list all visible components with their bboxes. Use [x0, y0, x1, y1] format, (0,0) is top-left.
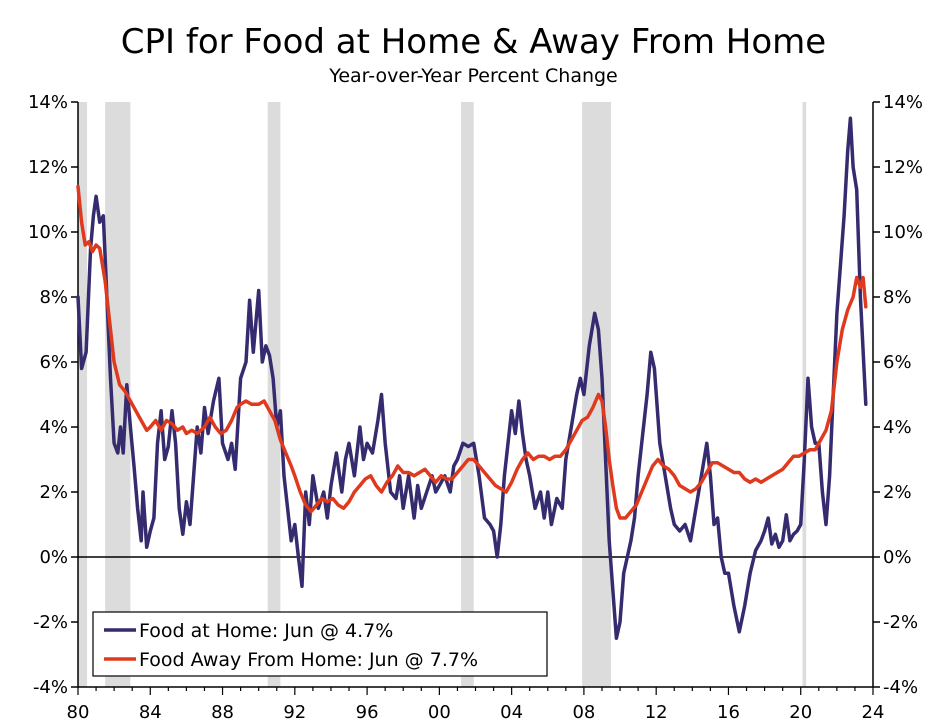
x-tick-label: 88 — [211, 702, 234, 723]
x-tick-label: 12 — [645, 702, 668, 723]
y-tick-label-right: -4% — [883, 677, 918, 698]
axes: 14% 14% 12% 12% 10% 10% 8% 8% 6% 6% 4% 4% 2% 2% 0% 0% -2… — [28, 92, 923, 723]
legend-label: Food at Home: Jun @ 4.7% — [139, 620, 393, 642]
x-tick-label: 84 — [139, 702, 162, 723]
y-tick-label-right: 4% — [883, 417, 912, 438]
food-at-home-line — [76, 116, 868, 641]
y-tick-label-right: -2% — [883, 612, 918, 633]
y-tick-label-right: 8% — [883, 287, 912, 308]
y-tick-label-left: 10% — [28, 222, 68, 243]
x-tick-label: 20 — [789, 702, 812, 723]
y-tick-label-right: 6% — [883, 352, 912, 373]
chart-title: CPI for Food at Home & Away From Home — [120, 22, 827, 62]
y-tick-label-right: 12% — [883, 157, 923, 178]
recession-band — [461, 102, 474, 687]
x-tick-label: 00 — [428, 702, 451, 723]
y-tick-label-left: -4% — [33, 677, 68, 698]
recession-band — [802, 102, 807, 687]
y-tick-label-left: 4% — [39, 417, 68, 438]
y-tick-label-left: 8% — [39, 287, 68, 308]
y-tick-label-right: 2% — [883, 482, 912, 503]
chart-subtitle: Year-over-Year Percent Change — [329, 65, 618, 87]
x-tick-label: 92 — [283, 702, 306, 723]
x-tick-label: 08 — [572, 702, 595, 723]
series-lines — [76, 116, 868, 641]
recession-bands — [78, 102, 807, 687]
y-tick-label-left: 12% — [28, 157, 68, 178]
legend-box — [92, 611, 548, 677]
y-tick-label-left: 0% — [39, 547, 68, 568]
y-tick-label-left: -2% — [33, 612, 68, 633]
x-tick-label: 96 — [356, 702, 379, 723]
y-tick-label-left: 14% — [28, 92, 68, 113]
food-away-from-home-line — [76, 184, 868, 520]
legend: Food at Home: Jun @ 4.7% Food Away From H… — [92, 611, 548, 677]
x-tick-label: 16 — [717, 702, 740, 723]
y-tick-label-right: 10% — [883, 222, 923, 243]
y-tick-label-right: 14% — [883, 92, 923, 113]
recession-band — [78, 102, 88, 687]
y-tick-label-right: 0% — [883, 547, 912, 568]
y-tick-label-left: 2% — [39, 482, 68, 503]
legend-label: Food Away From Home: Jun @ 7.7% — [139, 649, 478, 671]
y-tick-label-left: 6% — [39, 352, 68, 373]
x-tick-label: 04 — [500, 702, 523, 723]
x-tick-label: 80 — [67, 702, 90, 723]
x-tick-label: 24 — [862, 702, 885, 723]
